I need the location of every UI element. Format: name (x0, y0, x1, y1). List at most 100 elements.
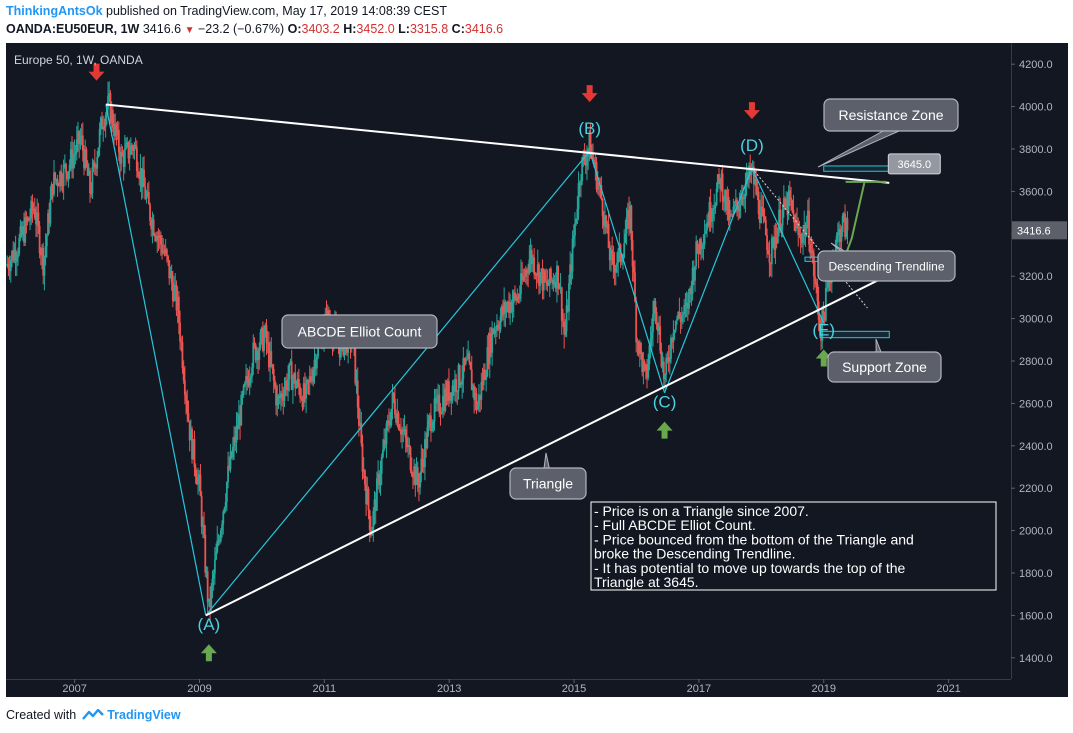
candle-body (514, 292, 516, 296)
candle-body (450, 392, 453, 401)
candle-body (358, 407, 360, 426)
candle-body (750, 168, 753, 176)
candle-body (51, 184, 54, 195)
candle-body (790, 197, 792, 201)
candle-body (626, 210, 629, 218)
candle-body (445, 388, 448, 401)
candle-body (414, 466, 417, 486)
candle-body (614, 266, 617, 273)
candle-body (258, 348, 261, 360)
candle-body (91, 167, 94, 194)
candle-body (421, 458, 424, 461)
candle-body (270, 351, 273, 365)
candle-body (79, 137, 82, 144)
candle-body (75, 139, 78, 153)
candle-body (207, 598, 210, 603)
candle-body (550, 268, 552, 280)
candle-body (836, 232, 839, 236)
candle-body (558, 284, 561, 289)
candle-body (781, 209, 784, 226)
candle-body (144, 186, 147, 200)
candle-body (284, 380, 287, 390)
tradingview-link[interactable]: TradingView (107, 708, 181, 722)
candle-body (65, 163, 67, 173)
candle-body (189, 429, 192, 441)
candle-body (355, 380, 358, 384)
candle-body (668, 358, 671, 362)
candle-body (276, 396, 279, 406)
candle-body (503, 302, 506, 315)
close-label: C: (451, 22, 465, 36)
candle-body (128, 154, 131, 159)
candle-body (644, 364, 647, 371)
candle-body (746, 172, 749, 180)
candle-body (303, 383, 306, 399)
candle-body (119, 152, 121, 164)
candle-body (389, 425, 392, 427)
candle-body (15, 257, 18, 262)
candle-body (619, 244, 622, 262)
price-chart[interactable]: 1400.0 1600.0 1800.0 2000.0 2200.0 2400.0 2600… (6, 43, 1068, 697)
wave-label: (A) (198, 615, 221, 634)
candle-body (225, 482, 228, 502)
candle-body (313, 359, 316, 370)
candle-body (181, 342, 184, 369)
candle-body (606, 223, 609, 228)
candle-body (601, 199, 604, 217)
candle-body (602, 216, 605, 227)
candle-body (185, 394, 187, 401)
candle-body (85, 149, 88, 165)
candle-body (754, 178, 756, 185)
candle-body (774, 237, 777, 250)
candle-body (33, 208, 36, 218)
x-tick-label: 2013 (437, 683, 461, 695)
candle-body (98, 129, 101, 148)
candle-body (584, 161, 587, 166)
candle-body (192, 439, 195, 460)
candle-body (176, 296, 179, 311)
candle-body (628, 210, 630, 229)
chart-area[interactable]: 1400.0 1600.0 1800.0 2000.0 2200.0 2400.0 2600… (6, 43, 1068, 697)
candle-body (138, 176, 141, 180)
candle-body (509, 302, 512, 314)
elliott-wave-segment (205, 150, 591, 616)
author-link[interactable]: ThinkingAntsOk (6, 4, 103, 18)
candle-body (223, 507, 226, 512)
x-tick-label: 2007 (62, 683, 86, 695)
candle-body (727, 196, 730, 221)
candle-body (610, 249, 612, 261)
candle-body (649, 339, 652, 346)
candle-body (798, 234, 801, 236)
candle-body (773, 237, 776, 250)
candle-body (570, 264, 573, 272)
candle-body (360, 422, 363, 444)
candle-body (460, 384, 462, 386)
candle-body (412, 475, 414, 478)
candle-body (272, 368, 275, 381)
candle-body (541, 268, 544, 291)
candle-body (221, 524, 223, 531)
candle-body (182, 368, 185, 381)
candle-body (577, 183, 580, 209)
candle-body (440, 411, 443, 414)
candle-body (738, 205, 741, 212)
candle-body (478, 394, 480, 406)
candle-body (113, 127, 115, 137)
candle-body (526, 269, 528, 273)
candle-body (36, 212, 39, 225)
candle-body (756, 191, 759, 195)
resistance-zone-box (823, 165, 893, 172)
candle-body (544, 270, 546, 281)
symbol-info: OANDA:EU50EUR, 1W 3416.6 ▼ −23.2 (−0.67%… (6, 22, 503, 36)
y-tick-label: 4000.0 (1019, 102, 1053, 114)
candle-body (704, 230, 707, 234)
triangle-top-line (105, 103, 890, 184)
candle-body (67, 171, 70, 179)
candle-body (473, 385, 476, 400)
candle-body (490, 333, 492, 353)
candle-body (725, 189, 728, 211)
peak-arrow-icon (88, 63, 105, 81)
publish-info: ThinkingAntsOk published on TradingView.… (6, 4, 447, 18)
y-tick-label: 2200.0 (1019, 483, 1053, 495)
candle-body (301, 398, 304, 408)
